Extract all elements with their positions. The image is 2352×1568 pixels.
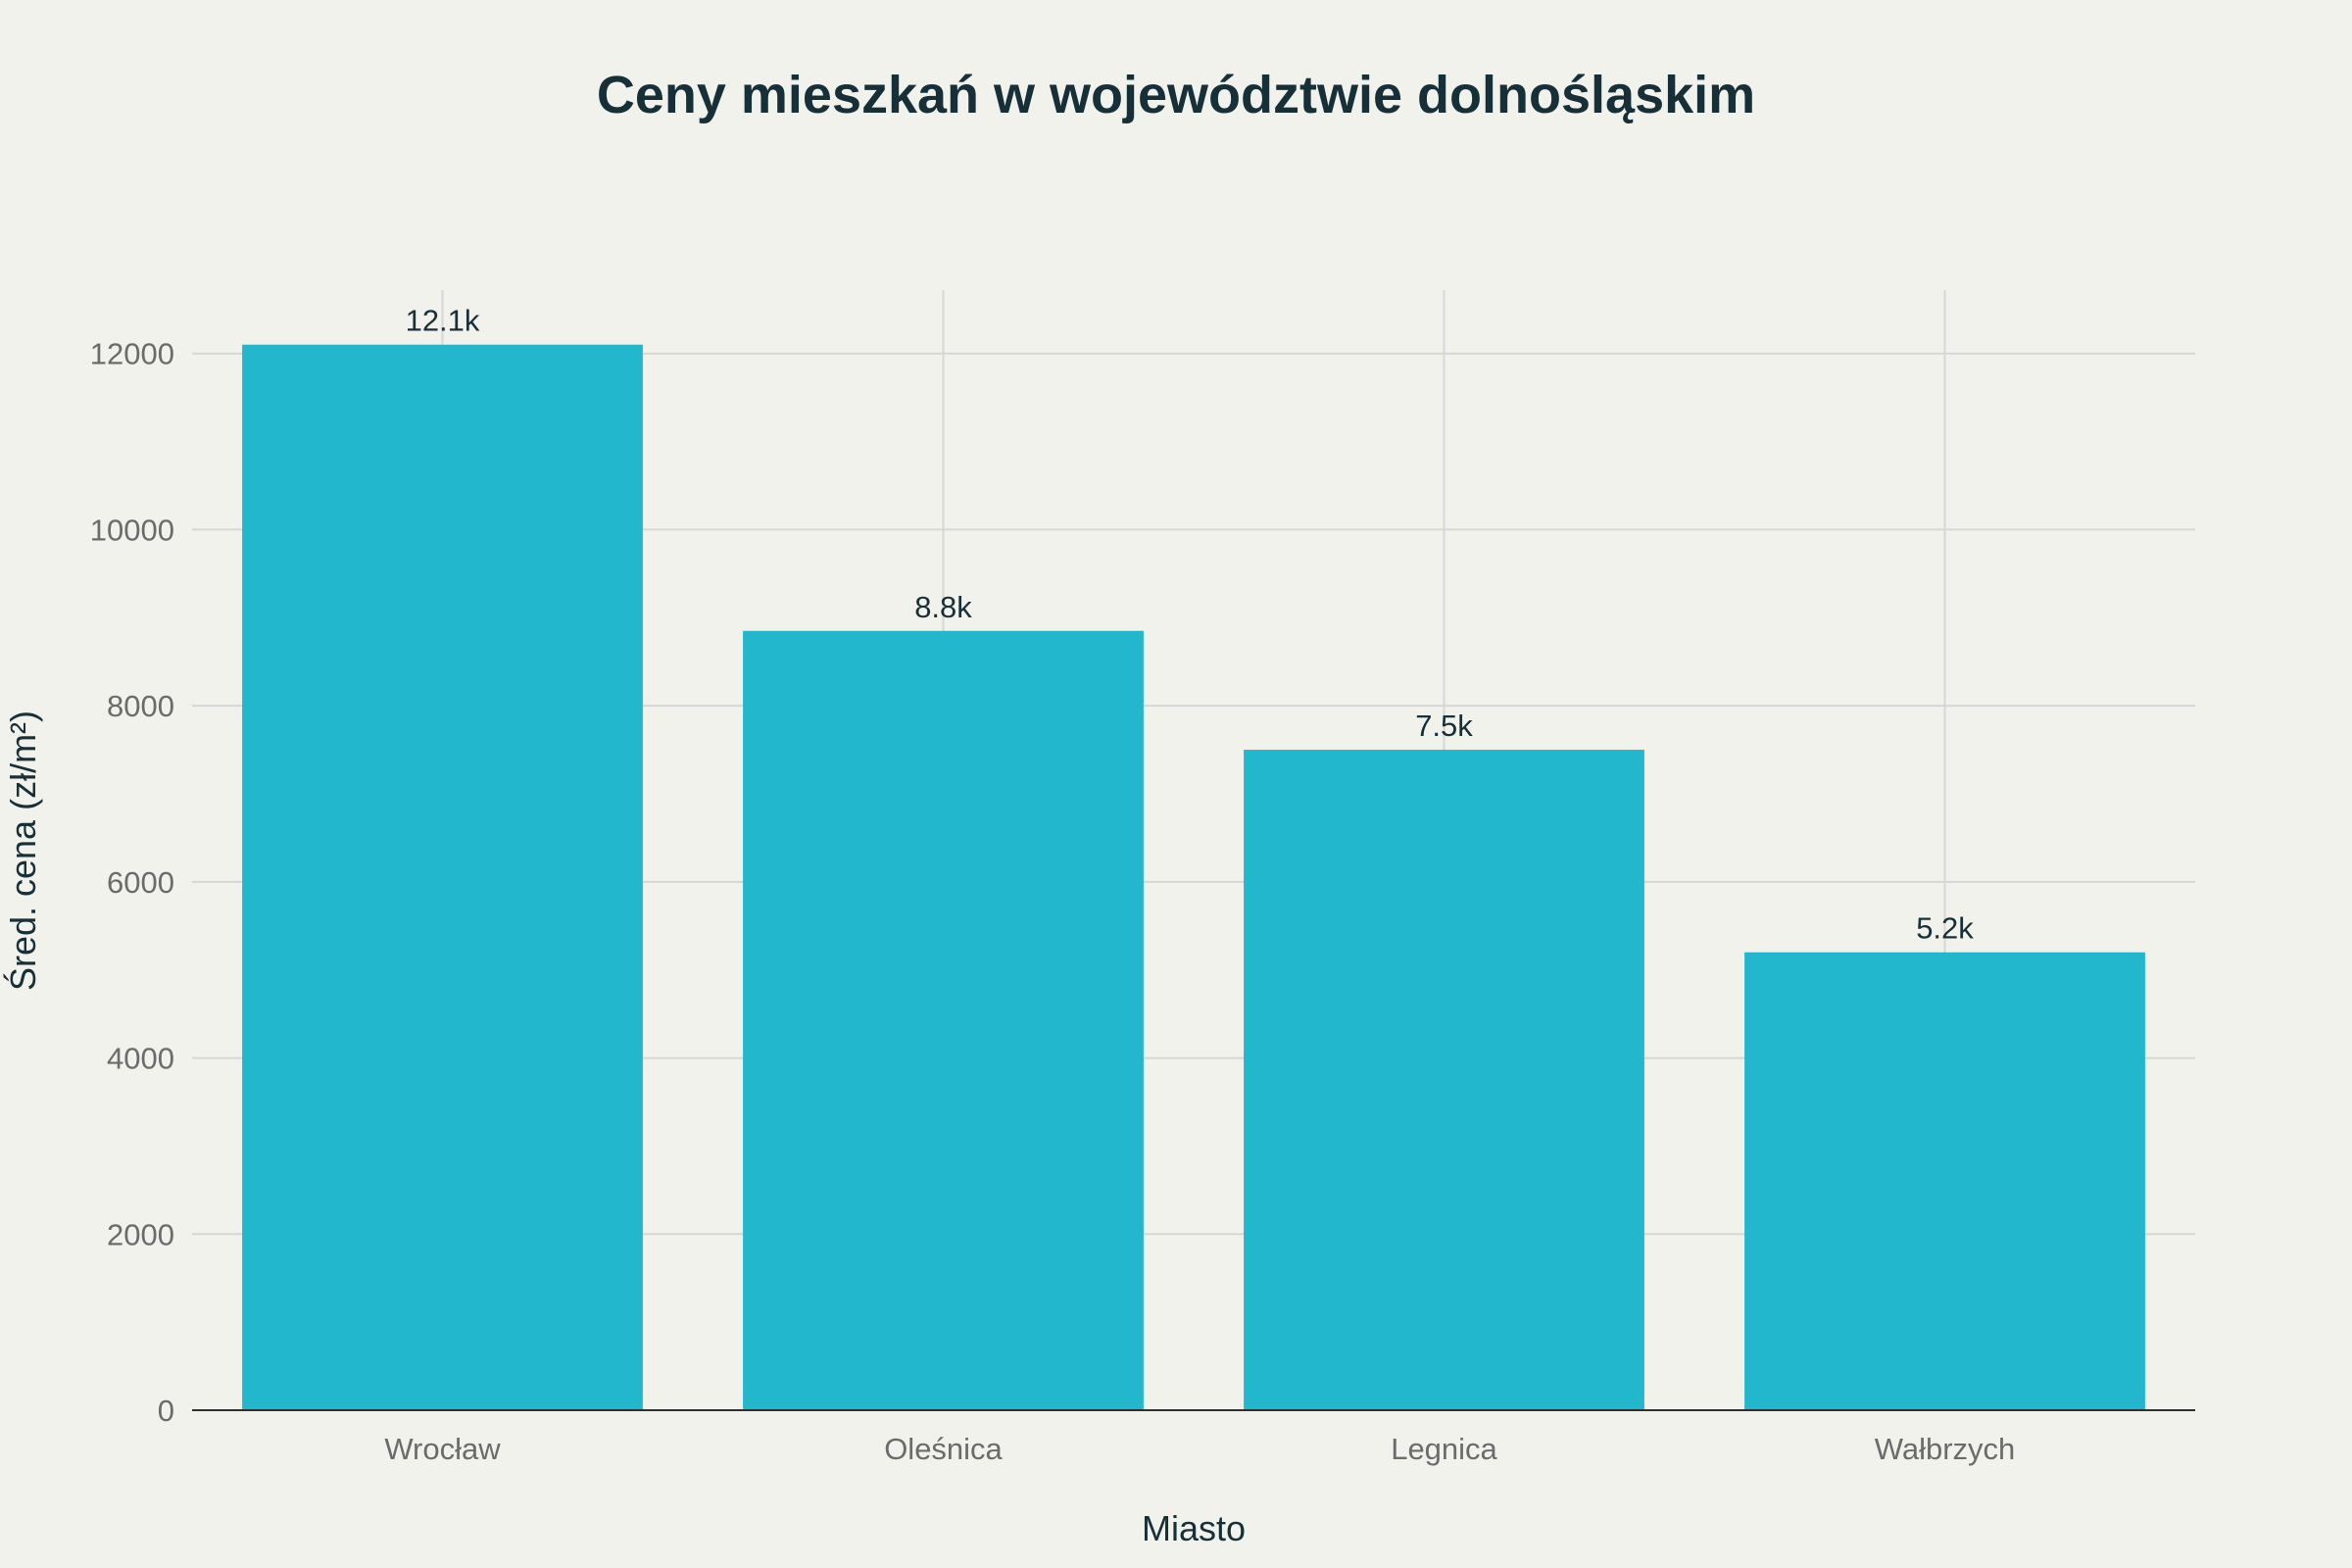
x-axis-ticks: Wrocław Oleśnica Legnica Wałbrzych (384, 1432, 2015, 1466)
bar-2 (743, 630, 1144, 1410)
bar-4 (1744, 952, 2145, 1410)
bar-1 (242, 344, 643, 1410)
y-tick-label: 12000 (90, 337, 174, 371)
y-tick-label: 10000 (90, 513, 174, 547)
y-axis-ticks: 0 2000 4000 6000 8000 10000 12000 (90, 337, 174, 1428)
x-tick-label: Legnica (1391, 1432, 1497, 1466)
y-tick-label: 6000 (107, 865, 174, 900)
x-tick-label: Oleśnica (884, 1432, 1003, 1466)
data-label: 5.2k (1916, 911, 1974, 946)
data-label: 7.5k (1415, 709, 1473, 743)
x-tick-label: Wrocław (384, 1432, 501, 1466)
bar-3 (1244, 750, 1644, 1410)
bars (242, 344, 2145, 1410)
data-labels: 12.1k 8.8k 7.5k 5.2k (406, 304, 1975, 946)
y-tick-label: 0 (158, 1394, 174, 1428)
data-label: 8.8k (914, 590, 972, 624)
chart-title: Ceny mieszkań w województwie dolnośląski… (597, 66, 1755, 124)
x-tick-label: Wałbrzych (1875, 1432, 2016, 1466)
data-label: 12.1k (406, 304, 480, 338)
x-axis-title: Miasto (1142, 1508, 1246, 1548)
y-tick-label: 4000 (107, 1042, 174, 1076)
y-tick-label: 2000 (107, 1217, 174, 1251)
y-axis-title: Śred. cena (zł/m²) (2, 710, 43, 991)
y-tick-label: 8000 (107, 689, 174, 723)
